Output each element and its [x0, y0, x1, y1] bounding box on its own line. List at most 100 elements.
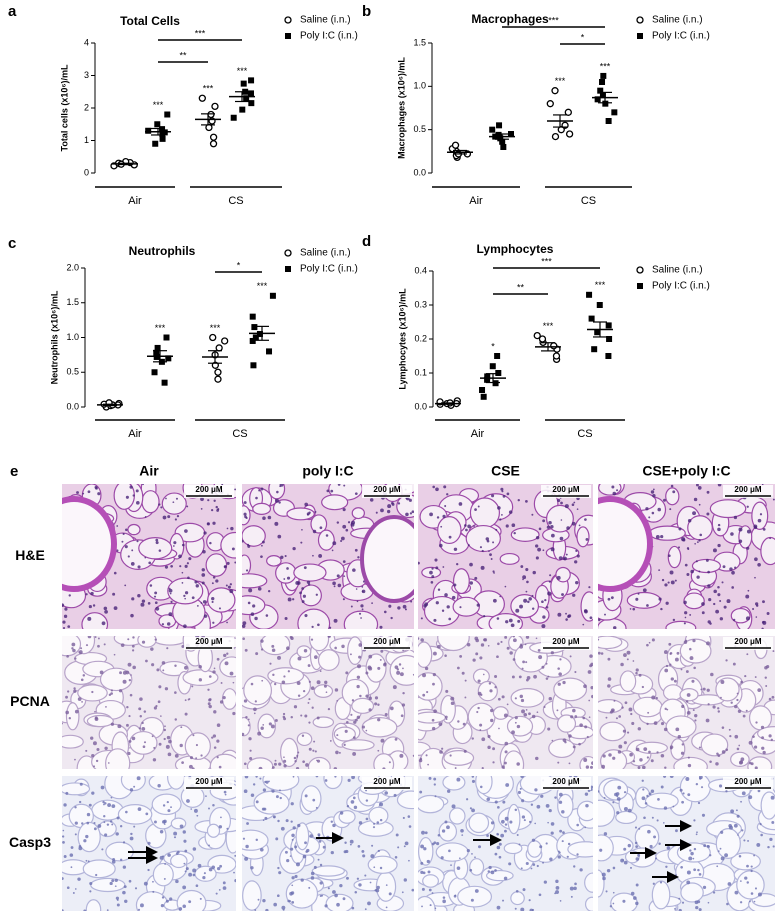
nucleus: [765, 685, 768, 687]
legend-label: Saline (i.n.): [300, 15, 351, 26]
nucleus: [669, 776, 674, 778]
y-axis-label: Neutrophils (x10⁶)/mL: [49, 290, 59, 384]
nucleus: [689, 849, 692, 852]
nucleus: [762, 750, 766, 755]
nucleus: [759, 513, 763, 516]
nucleus: [539, 845, 543, 849]
data-point: [249, 337, 256, 344]
nucleus: [724, 853, 729, 858]
nucleus: [155, 541, 159, 545]
nucleus: [543, 880, 547, 884]
nucleus: [124, 545, 128, 549]
nucleus: [114, 885, 117, 888]
nucleus: [571, 521, 576, 526]
nucleus: [440, 525, 443, 528]
significance-label: *: [491, 341, 495, 351]
nucleus: [450, 696, 455, 701]
nucleus: [255, 652, 259, 656]
nucleus: [137, 908, 141, 911]
nucleus: [404, 608, 407, 611]
significance-label: ***: [555, 76, 566, 86]
nucleus: [600, 652, 604, 655]
nucleus: [372, 826, 376, 829]
alveolus: [82, 859, 116, 879]
nucleus: [681, 743, 684, 746]
nucleus: [733, 515, 738, 520]
nucleus: [147, 868, 150, 872]
nucleus: [78, 800, 82, 804]
nucleus: [377, 666, 381, 670]
nucleus: [262, 516, 266, 520]
nucleus: [716, 865, 719, 868]
nucleus: [526, 580, 529, 584]
nucleus: [183, 594, 186, 598]
nucleus: [154, 820, 157, 824]
alveolus: [184, 732, 211, 761]
nucleus: [334, 646, 337, 650]
nucleus: [497, 697, 501, 701]
nucleus: [107, 762, 110, 764]
nucleus: [610, 596, 614, 600]
nucleus: [409, 512, 413, 515]
nucleus: [134, 887, 138, 890]
nucleus: [127, 751, 131, 756]
alveolus: [503, 750, 525, 769]
nucleus: [127, 662, 132, 667]
nucleus: [463, 749, 467, 753]
nucleus: [715, 762, 719, 766]
alveolus: [567, 841, 593, 858]
nucleus: [225, 584, 228, 587]
data-point: [248, 77, 255, 84]
nucleus: [741, 829, 744, 832]
nucleus: [538, 655, 543, 660]
nucleus: [184, 597, 186, 600]
nucleus: [218, 607, 221, 610]
nucleus: [573, 501, 576, 504]
alveolus: [510, 527, 540, 542]
nucleus: [283, 675, 286, 678]
nucleus: [490, 718, 494, 723]
nucleus: [284, 554, 287, 558]
nucleus: [572, 593, 576, 597]
nucleus: [701, 602, 705, 606]
nucleus: [419, 790, 423, 794]
nucleus: [643, 747, 648, 751]
nucleus: [263, 807, 267, 811]
nucleus: [492, 761, 495, 764]
nucleus: [352, 796, 356, 800]
nucleus: [648, 516, 651, 519]
nucleus: [686, 710, 691, 715]
nucleus: [206, 522, 210, 526]
nucleus: [174, 518, 177, 521]
alveolus: [159, 660, 189, 677]
nucleus: [85, 834, 89, 839]
nucleus: [202, 600, 207, 604]
nucleus: [185, 867, 189, 871]
nucleus: [657, 507, 661, 512]
nucleus: [314, 750, 317, 753]
nucleus: [768, 734, 772, 738]
nucleus: [274, 521, 279, 526]
nucleus: [89, 881, 93, 886]
nucleus: [330, 489, 334, 493]
nucleus: [301, 587, 305, 590]
nucleus: [285, 819, 289, 823]
nucleus: [249, 749, 252, 752]
nucleus: [624, 701, 628, 705]
nucleus: [302, 760, 305, 764]
nucleus: [514, 808, 518, 812]
nucleus: [616, 489, 619, 492]
nucleus: [734, 734, 739, 739]
nucleus: [528, 899, 531, 902]
nucleus: [126, 723, 129, 727]
nucleus: [588, 699, 591, 702]
alveolus: [317, 649, 340, 671]
nucleus: [557, 855, 561, 859]
nucleus: [666, 846, 671, 850]
nucleus: [213, 667, 216, 670]
legend-label: Poly I:C (i.n.): [300, 31, 358, 42]
nucleus: [163, 823, 166, 825]
nucleus: [427, 870, 431, 874]
nucleus: [421, 830, 425, 835]
